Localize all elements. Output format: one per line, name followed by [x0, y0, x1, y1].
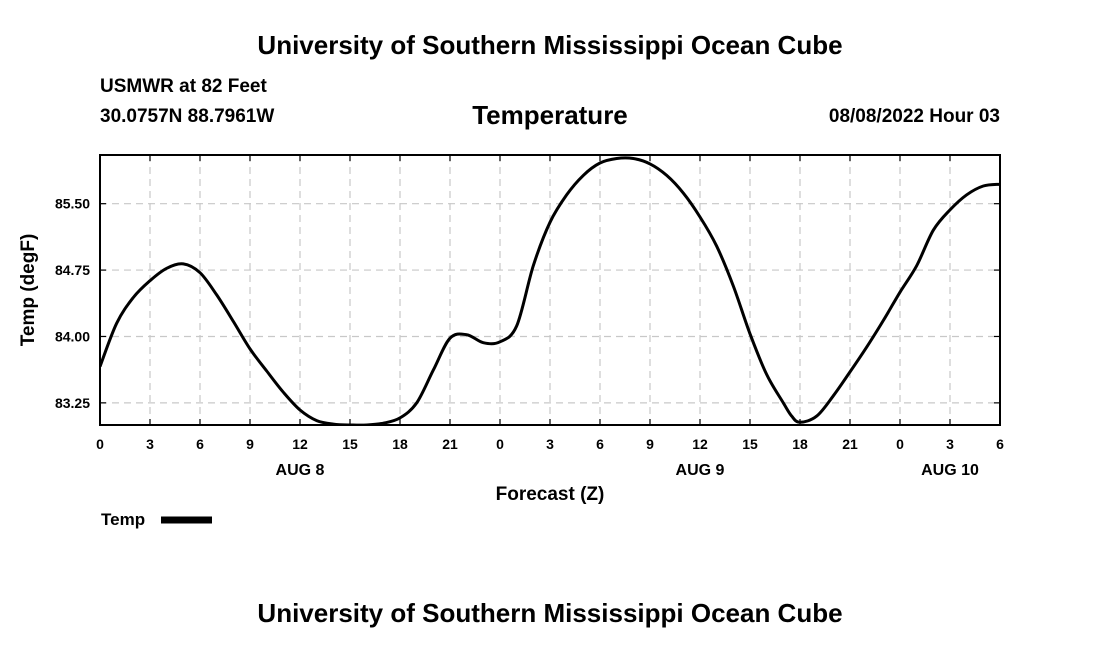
x-tick-label: 3 — [946, 436, 954, 452]
x-tick-label: 12 — [692, 436, 708, 452]
station-coordinates: 30.0757N 88.7961W — [100, 106, 275, 127]
series-line-temp — [100, 156, 1000, 425]
tick-labels: 0 3 6 9 12 15 18 21 0 3 6 9 12 15 18 21 0 3 6 AUG 8 AUG 9 AUG… — [55, 196, 1004, 479]
legend: Temp — [101, 510, 212, 529]
legend-label-temp: Temp — [101, 510, 145, 529]
x-tick-label: 0 — [96, 436, 104, 452]
x-tick-label: 18 — [792, 436, 808, 452]
x-tick-label: 21 — [442, 436, 458, 452]
x-tick-label: 3 — [546, 436, 554, 452]
x-tick-label: 18 — [392, 436, 408, 452]
footer-title: University of Southern Mississippi Ocean… — [257, 598, 843, 628]
day-label: AUG 10 — [921, 462, 979, 479]
day-label: AUG 9 — [676, 462, 725, 479]
y-axis-title: Temp (degF) — [18, 234, 39, 347]
x-tick-label: 15 — [342, 436, 358, 452]
x-tick-label: 0 — [896, 436, 904, 452]
series-layer — [100, 156, 1000, 425]
page-title: University of Southern Mississippi Ocean… — [257, 30, 843, 60]
x-axis-title: Forecast (Z) — [496, 484, 605, 505]
x-tick-label: 3 — [146, 436, 154, 452]
x-tick-label: 9 — [646, 436, 654, 452]
station-label: USMWR at 82 Feet — [100, 76, 267, 97]
x-tick-label: 6 — [196, 436, 204, 452]
y-tick-label: 85.50 — [55, 196, 90, 212]
y-tick-label: 84.75 — [55, 262, 90, 278]
forecast-datetime: 08/08/2022 Hour 03 — [828, 106, 1000, 127]
chart-title: Temperature — [472, 100, 628, 130]
x-tick-label: 21 — [842, 436, 858, 452]
x-tick-label: 6 — [996, 436, 1004, 452]
x-tick-label: 6 — [596, 436, 604, 452]
y-tick-label: 83.25 — [55, 395, 90, 411]
x-tick-label: 9 — [246, 436, 254, 452]
plot-frame — [99, 154, 1001, 426]
day-label: AUG 8 — [276, 462, 325, 479]
x-tick-label: 0 — [496, 436, 504, 452]
y-tick-label: 84.00 — [55, 328, 90, 344]
x-tick-label: 15 — [742, 436, 758, 452]
grid-lines — [100, 155, 1000, 425]
x-tick-label: 12 — [292, 436, 308, 452]
